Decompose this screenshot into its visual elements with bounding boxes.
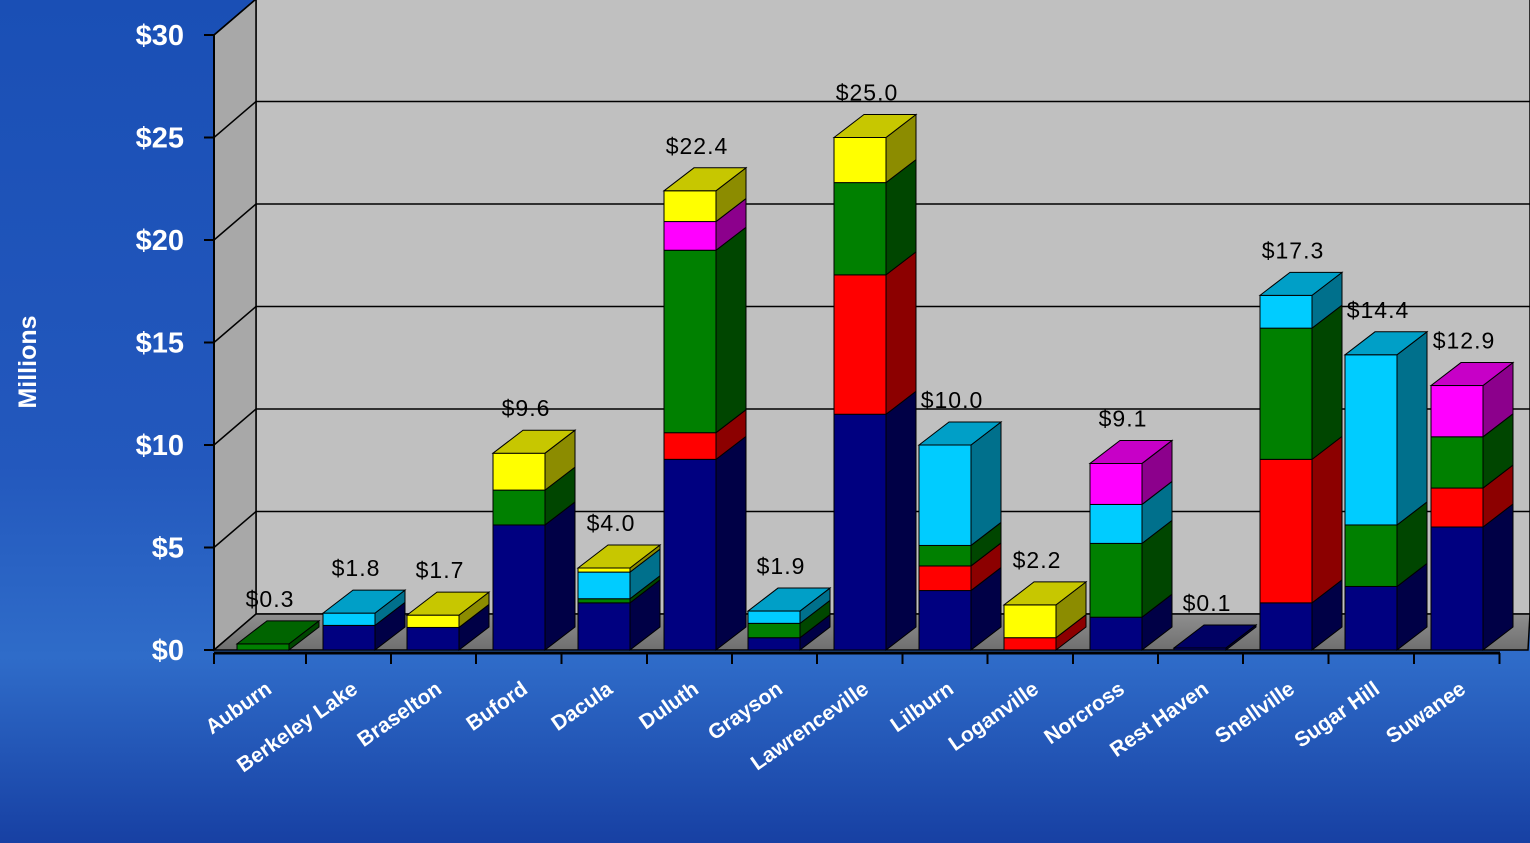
y-tick-label: $20: [136, 225, 184, 257]
bar-14-seg-0-side: [1482, 502, 1514, 652]
bar-8-seg-3-top: [917, 421, 1003, 446]
total-label: $17.3: [1262, 237, 1325, 263]
bar-9-seg-5-top: [1002, 581, 1088, 606]
bar-14-seg-0-front: [1430, 526, 1484, 651]
y-tick-label: $25: [136, 123, 184, 155]
bar-12-seg-2-front: [1259, 327, 1313, 460]
total-label: $1.8: [332, 555, 381, 581]
gridline: [213, 100, 1530, 139]
bar-12-seg-2-side: [1311, 304, 1343, 461]
bar-4-seg-2-front: [577, 598, 631, 604]
bar-11-seg-0-top: [1172, 624, 1258, 649]
bar-7-seg-0-front: [833, 413, 887, 651]
gridline: [213, 203, 1530, 241]
bar-9-seg-1-front: [1003, 637, 1057, 651]
total-label: $22.4: [666, 133, 729, 159]
bar-12-seg-1-side: [1311, 435, 1343, 604]
bar-3-seg-5-front: [492, 452, 546, 491]
bar-10-seg-0-front: [1089, 616, 1143, 651]
bar-13-seg-3-top: [1343, 331, 1429, 356]
bar-1-seg-3-top: [321, 589, 407, 614]
bar-4-seg-5-top: [576, 544, 662, 569]
bar-7-seg-5-top: [832, 114, 918, 138]
bar-12-seg-1-front: [1259, 458, 1313, 604]
bar-5-seg-5-front: [663, 190, 717, 223]
total-label: $10.0: [921, 387, 984, 413]
bar-6-seg-2-front: [747, 622, 801, 639]
bar-6-seg-3-top: [746, 587, 832, 612]
y-tick-label: $30: [136, 20, 184, 52]
y-tick-label: $10: [136, 430, 184, 462]
bar-9-seg-5-front: [1003, 604, 1057, 639]
gridline: [213, 408, 1530, 446]
bar-0-seg-2-front: [236, 643, 290, 651]
bar-8-seg-3-front: [918, 444, 972, 546]
total-label: $0.3: [246, 586, 295, 612]
bar-7-seg-5-front: [833, 137, 887, 184]
bar-3-seg-0-front: [492, 524, 546, 651]
bar-10-seg-4-top: [1088, 439, 1174, 464]
bar-3-seg-5-top: [491, 429, 577, 454]
y-tick-label: $5: [152, 533, 184, 565]
total-label: $9.6: [502, 395, 551, 421]
bar-13-seg-2-front: [1344, 524, 1398, 587]
bar-2-seg-5-front: [406, 614, 460, 628]
bar-1-seg-0-front: [322, 624, 376, 651]
bar-5-seg-4-front: [663, 221, 717, 251]
bar-2-seg-0-front: [406, 626, 460, 651]
bar-14-seg-1-front: [1430, 487, 1484, 528]
bar-7-seg-2-front: [833, 182, 887, 276]
bar-3-seg-2-front: [492, 489, 546, 526]
total-label: $2.2: [1013, 547, 1062, 573]
bar-13-seg-3-side: [1396, 330, 1428, 526]
total-label: $25.0: [836, 80, 899, 106]
bar-8-seg-2-front: [918, 544, 972, 567]
total-label: $4.0: [587, 510, 636, 536]
bar-10-seg-2-front: [1089, 542, 1143, 618]
total-label: $12.9: [1433, 328, 1496, 354]
bar-13-seg-0-front: [1344, 585, 1398, 651]
bar-12-seg-3-front: [1259, 294, 1313, 329]
bar-2-seg-5-top: [405, 591, 491, 616]
bar-5-seg-2-front: [663, 249, 717, 434]
bar-10-seg-4-front: [1089, 462, 1143, 505]
bar-12-seg-3-top: [1258, 271, 1344, 296]
bar-14-seg-4-front: [1430, 385, 1484, 438]
bar-7-seg-1-front: [833, 274, 887, 415]
bar-1-seg-3-front: [322, 612, 376, 626]
total-label: $0.1: [1183, 590, 1232, 616]
total-label: $9.1: [1099, 405, 1148, 431]
total-label: $1.9: [757, 553, 806, 579]
total-label: $14.4: [1347, 297, 1410, 323]
bar-4-seg-3-front: [577, 571, 631, 600]
bar-10-seg-3-front: [1089, 503, 1143, 544]
bar-5-seg-0-front: [663, 458, 717, 651]
bar-3-seg-0-side: [544, 500, 576, 652]
bar-5-seg-5-top: [662, 167, 748, 192]
bar-14-seg-4-top: [1429, 362, 1515, 387]
gridline: [213, 0, 256, 36]
bar-13-seg-3-front: [1344, 354, 1398, 526]
gridline: [213, 305, 1530, 344]
bar-12-seg-0-front: [1259, 602, 1313, 651]
bar-8-seg-1-front: [918, 565, 972, 592]
bar-4-seg-5-front: [577, 567, 631, 573]
bar-7-seg-0-side: [885, 390, 917, 652]
bar-0-seg-2-top: [235, 620, 321, 645]
bar-6-seg-3-front: [747, 610, 801, 624]
bar-5-seg-0-side: [715, 435, 747, 652]
y-tick-label: $0: [152, 635, 184, 667]
y-tick-label: $15: [136, 328, 184, 360]
bar-4-seg-0-front: [577, 602, 631, 651]
bar-7-seg-1-side: [885, 250, 917, 416]
bar-8-seg-0-front: [918, 590, 972, 651]
y-axis-label: Millions: [14, 315, 42, 408]
bar-5-seg-1-front: [663, 432, 717, 460]
bar-6-seg-0-front: [747, 637, 801, 651]
bar-14-seg-2-front: [1430, 436, 1484, 489]
bar-5-seg-2-side: [715, 226, 747, 434]
total-label: $1.7: [416, 557, 465, 583]
